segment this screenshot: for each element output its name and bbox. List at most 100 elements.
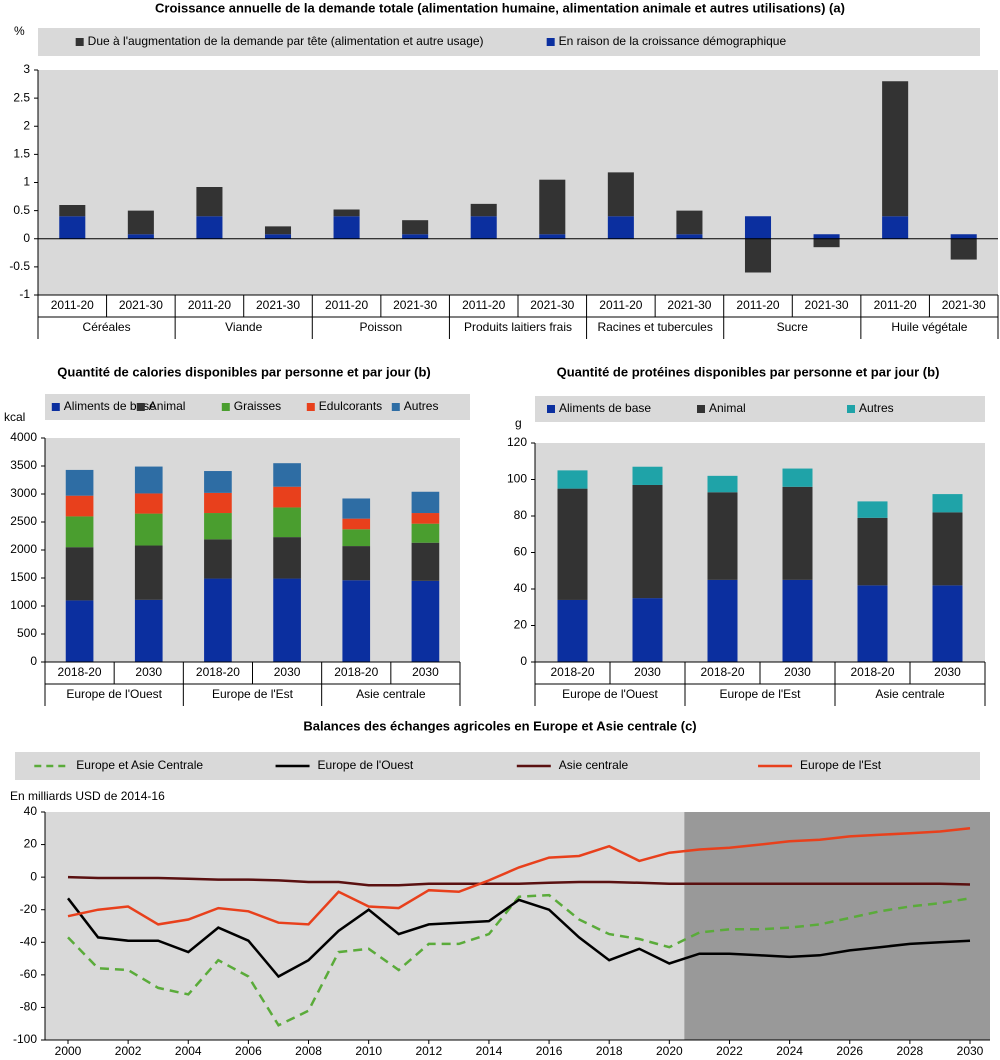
y-tick-label: -80 <box>20 1000 38 1014</box>
x-tick-label: 2014 <box>476 1044 503 1058</box>
x-tick-label: 2021-30 <box>256 298 300 312</box>
x-tick-label: 2002 <box>115 1044 142 1058</box>
legend-box <box>535 396 985 422</box>
x-tick-label: 2024 <box>776 1044 803 1058</box>
y-tick-label: 120 <box>507 435 527 449</box>
bar-segment <box>204 471 232 493</box>
legend-label: Animal <box>149 399 186 413</box>
y-tick-label: 2.5 <box>13 90 30 104</box>
legend-label: Aliments de base <box>559 401 651 415</box>
legend-label: Edulcorants <box>319 399 382 413</box>
bar-segment <box>411 542 440 581</box>
y-tick-label: 80 <box>514 508 528 522</box>
group-label: Asie centrale <box>875 687 945 701</box>
bar-segment <box>134 466 163 494</box>
projection-shade <box>684 812 990 1040</box>
x-tick-label: 2008 <box>295 1044 322 1058</box>
bar-segment <box>342 498 371 519</box>
bar-segment <box>342 518 371 530</box>
bar-segment <box>782 468 813 487</box>
x-tick-label: 2012 <box>415 1044 442 1058</box>
bar-segment <box>707 579 738 662</box>
bar-segment <box>342 580 371 662</box>
y-tick-label: 1 <box>23 175 30 189</box>
x-tick-label: 2011-20 <box>51 298 94 312</box>
y-tick-label: 60 <box>514 545 528 559</box>
chart-title: Quantité de protéines disponibles par pe… <box>557 364 940 379</box>
x-tick-label: 2021-30 <box>667 298 711 312</box>
bar-segment <box>882 216 909 239</box>
group-label: Europe de l'Est <box>719 687 801 701</box>
legend-label: Animal <box>709 401 746 415</box>
bar-segment <box>744 238 772 273</box>
bar-segment <box>857 517 888 586</box>
bar-segment <box>204 513 232 540</box>
y-tick-label: -20 <box>20 902 38 916</box>
legend-label: Aliments de base <box>64 399 156 413</box>
x-tick-label: 2018-20 <box>334 665 378 679</box>
legend-label: Europe de l'Ouest <box>318 758 414 772</box>
legend-label: Autres <box>859 401 894 415</box>
bar-segment <box>782 579 813 662</box>
x-tick-label: 2004 <box>175 1044 202 1058</box>
x-tick-label: 2011-20 <box>736 298 779 312</box>
x-tick-label: 2021-30 <box>805 298 849 312</box>
legend-label: Graisses <box>234 399 281 413</box>
y-tick-label: 40 <box>514 581 528 595</box>
x-tick-label: 2021-30 <box>119 298 163 312</box>
bar-segment <box>813 234 840 239</box>
x-tick-label: 2030 <box>634 665 661 679</box>
legend-swatch <box>75 38 84 46</box>
legend-swatch <box>391 403 400 411</box>
bar-segment <box>632 466 663 485</box>
bar-segment <box>134 513 163 546</box>
group-label: Europe de l'Est <box>212 687 294 701</box>
bar-segment <box>411 580 440 662</box>
x-tick-label: 2021-30 <box>393 298 437 312</box>
x-tick-label: 2030 <box>934 665 961 679</box>
bar-segment <box>539 234 566 239</box>
bar-segment <box>333 209 360 217</box>
bar-segment <box>557 599 588 662</box>
x-tick-label: 2018-20 <box>58 665 102 679</box>
y-tick-label: 500 <box>17 626 37 640</box>
x-tick-label: 2028 <box>897 1044 924 1058</box>
bar-segment <box>134 545 163 600</box>
bar-segment <box>59 205 86 217</box>
legend-swatch <box>547 405 555 413</box>
x-tick-label: 2000 <box>55 1044 82 1058</box>
bar-segment <box>950 238 977 260</box>
bar-segment <box>204 539 232 579</box>
bar-segment <box>342 529 371 547</box>
series-line <box>67 897 971 979</box>
bar-segment <box>607 172 634 217</box>
group-label: Huile végétale <box>891 320 967 334</box>
bar-segment <box>273 463 301 487</box>
bar-segment <box>127 234 154 239</box>
bar-segment <box>470 203 497 217</box>
bar-segment <box>707 492 738 580</box>
bar-segment <box>411 523 440 543</box>
bar-segment <box>782 486 813 580</box>
y-tick-label: 4000 <box>10 430 37 444</box>
legend-swatch <box>546 38 555 46</box>
y-tick-label: 0 <box>30 654 37 668</box>
bar-segment <box>882 81 909 217</box>
y-tick-label: -1 <box>19 287 30 301</box>
bar-segment <box>707 475 738 493</box>
legend-swatch <box>306 403 315 411</box>
bar-segment <box>813 238 840 248</box>
bar-segment <box>65 547 94 601</box>
bar-segment <box>204 492 232 514</box>
bar-segment <box>196 216 223 239</box>
x-tick-label: 2018-20 <box>550 665 594 679</box>
bar-segment <box>676 210 703 235</box>
x-tick-label: 2018-20 <box>850 665 894 679</box>
y-tick-label: 1.5 <box>13 147 30 161</box>
y-tick-label: 20 <box>514 618 528 632</box>
bar-segment <box>273 507 301 538</box>
bar-segment <box>857 585 888 662</box>
group-label: Asie centrale <box>356 687 426 701</box>
x-tick-label: 2011-20 <box>599 298 642 312</box>
